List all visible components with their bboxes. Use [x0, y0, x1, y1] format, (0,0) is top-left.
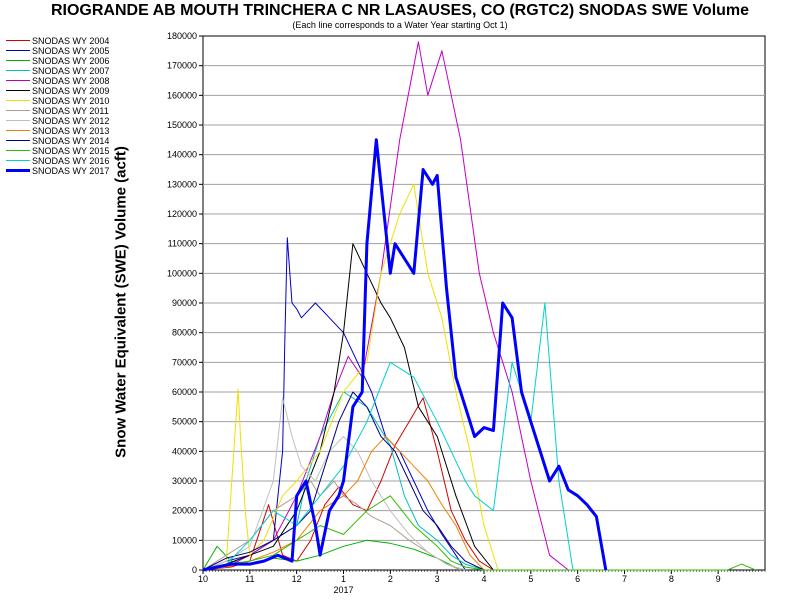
legend-swatch — [6, 50, 30, 51]
y-tick-label: 160000 — [167, 90, 197, 100]
legend-label: SNODAS WY 2005 — [32, 46, 110, 56]
legend-swatch — [6, 60, 30, 61]
x-tick-label: 5 — [528, 574, 533, 584]
series-line-snodas-wy-2017 — [202, 138, 608, 572]
x-tick-label: 11 — [245, 574, 254, 584]
legend-label: SNODAS WY 2014 — [32, 136, 110, 146]
x-tick-label: 4 — [481, 574, 486, 584]
series-line-snodas-wy-2013 — [202, 436, 485, 571]
legend-swatch — [6, 150, 30, 151]
x-tick-label: 2 — [388, 574, 393, 584]
series-line-snodas-wy-2009 — [202, 243, 494, 571]
x-tick-label: 12 — [292, 574, 302, 584]
y-tick-label: 10000 — [172, 535, 197, 545]
legend-item: SNODAS WY 2011 — [6, 106, 136, 116]
series-line-snodas-wy-2010 — [202, 183, 499, 571]
y-tick-label: 130000 — [167, 179, 197, 189]
legend-label: SNODAS WY 2006 — [32, 56, 110, 66]
legend-swatch — [6, 110, 30, 111]
y-tick-label: 60000 — [172, 387, 197, 397]
x-tick-label: 6 — [575, 574, 580, 584]
legend-item: SNODAS WY 2006 — [6, 56, 136, 66]
chart-subtitle: (Each line corresponds to a Water Year s… — [292, 20, 508, 30]
legend-item: SNODAS WY 2010 — [6, 96, 136, 106]
chart-title: RIOGRANDE AB MOUTH TRINCHERA C NR LASAUS… — [50, 2, 750, 19]
y-tick-label: 170000 — [167, 61, 197, 71]
legend-label: SNODAS WY 2011 — [32, 106, 109, 116]
y-tick-label: 100000 — [167, 268, 197, 278]
y-tick-label: 70000 — [172, 357, 197, 367]
y-tick-label: 120000 — [167, 209, 197, 219]
legend-item: SNODAS WY 2009 — [6, 86, 136, 96]
y-tick-label: 0 — [192, 565, 197, 575]
legend-item: SNODAS WY 2008 — [6, 76, 136, 86]
y-tick-label: 30000 — [172, 476, 197, 486]
legend-item: SNODAS WY 2005 — [6, 46, 136, 56]
legend-item: SNODAS WY 2007 — [6, 66, 136, 76]
y-tick-label: 40000 — [172, 446, 197, 456]
y-tick-label: 180000 — [167, 31, 197, 41]
legend-item: SNODAS WY 2013 — [6, 126, 136, 136]
legend-label: SNODAS WY 2007 — [32, 66, 110, 76]
x-tick-label: 9 — [716, 574, 721, 584]
legend-label: SNODAS WY 2009 — [32, 86, 110, 96]
legend-swatch — [6, 80, 30, 81]
x-tick-label: 7 — [622, 574, 627, 584]
legend-swatch — [6, 160, 30, 161]
x-tick-label: 3 — [435, 574, 440, 584]
y-tick-label: 150000 — [167, 120, 197, 130]
y-tick-label: 90000 — [172, 298, 197, 308]
series-line-snodas-wy-2014 — [202, 391, 485, 571]
legend-item: SNODAS WY 2016 — [6, 156, 136, 166]
y-tick-label: 140000 — [167, 150, 197, 160]
legend-item: SNODAS WY 2014 — [6, 136, 136, 146]
series-line-snodas-wy-2008 — [202, 41, 569, 571]
legend-label: SNODAS WY 2012 — [32, 116, 110, 126]
legend-swatch — [6, 169, 30, 172]
legend-swatch — [6, 70, 30, 71]
series-line-snodas-wy-2015 — [202, 495, 756, 571]
legend-label: SNODAS WY 2008 — [32, 76, 110, 86]
legend-label: SNODAS WY 2010 — [32, 96, 110, 106]
chart-legend: SNODAS WY 2004 SNODAS WY 2005 SNODAS WY 20… — [6, 36, 136, 176]
legend-label: SNODAS WY 2004 — [32, 36, 110, 46]
legend-item: SNODAS WY 2015 — [6, 146, 136, 156]
legend-label: SNODAS WY 2013 — [32, 126, 110, 136]
y-tick-label: 110000 — [168, 239, 197, 249]
x-year-label: 2017 — [333, 585, 353, 595]
legend-swatch — [6, 120, 30, 121]
legend-swatch — [6, 140, 30, 141]
legend-item: SNODAS WY 2017 — [6, 166, 136, 176]
legend-swatch — [6, 130, 30, 131]
legend-swatch — [6, 40, 30, 41]
y-tick-label: 50000 — [172, 417, 197, 427]
y-tick-label: 80000 — [172, 328, 197, 338]
legend-label: SNODAS WY 2017 — [32, 166, 110, 176]
legend-swatch — [6, 100, 30, 101]
legend-swatch — [6, 90, 30, 91]
legend-label: SNODAS WY 2015 — [32, 146, 110, 156]
x-tick-label: 10 — [198, 574, 208, 584]
x-tick-label: 1 — [341, 574, 346, 584]
x-tick-label: 8 — [669, 574, 674, 584]
legend-item: SNODAS WY 2012 — [6, 116, 136, 126]
legend-label: SNODAS WY 2016 — [32, 156, 110, 166]
y-tick-label: 20000 — [172, 506, 197, 516]
legend-item: SNODAS WY 2004 — [6, 36, 136, 46]
series-line-snodas-wy-2005 — [202, 237, 466, 571]
